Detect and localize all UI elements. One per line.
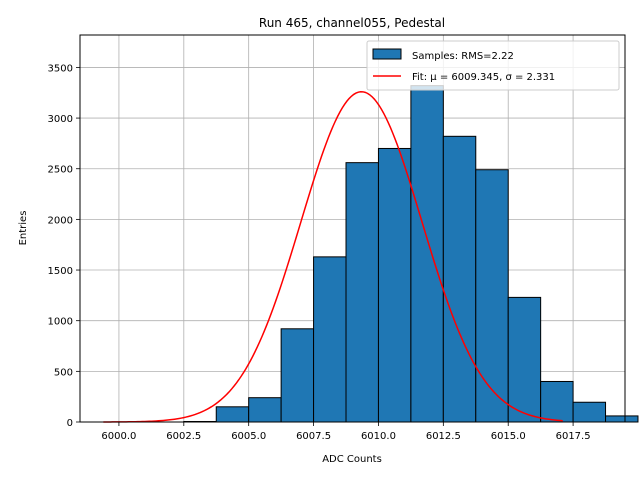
y-tick-label: 500 — [54, 367, 73, 378]
y-tick-label: 1000 — [48, 317, 73, 328]
histogram-bar — [507, 296, 542, 423]
histogram-bar — [345, 162, 379, 423]
histogram-bar — [572, 401, 607, 423]
x-axis-ticks: 6000.0 6002.5 6005.0 6007.5 6010.0 6012.5 6015… — [101, 422, 591, 442]
histogram-bar — [540, 380, 574, 423]
chart-title: Run 465, channel055, Pedestal — [259, 16, 445, 30]
histogram-bar — [215, 406, 250, 423]
legend: Samples: RMS=2.22 Fit: μ = 6009.345, σ =… — [366, 40, 620, 91]
x-tick-label: 6007.5 — [296, 431, 331, 442]
histogram-bars — [183, 85, 639, 423]
histogram-bar — [313, 256, 347, 423]
plot-frame — [79, 34, 626, 423]
legend-histogram-label: Samples: RMS=2.22 — [412, 51, 514, 62]
histogram-bar — [605, 415, 639, 423]
histogram-bar — [377, 147, 412, 423]
histogram-bar — [410, 85, 444, 423]
y-tick-label: 1500 — [48, 266, 73, 277]
x-tick-label: 6015.0 — [491, 431, 526, 442]
x-tick-label: 6005.0 — [231, 431, 266, 442]
legend-fit-label: Fit: μ = 6009.345, σ = 2.331 — [412, 72, 555, 83]
legend-box — [366, 40, 620, 91]
y-tick-label: 3500 — [48, 63, 73, 74]
x-axis-label: ADC Counts — [322, 454, 382, 465]
x-tick-label: 6012.5 — [426, 431, 461, 442]
y-axis-label: Entries — [18, 211, 29, 246]
histogram-bar — [475, 169, 509, 423]
y-tick-label: 2500 — [48, 165, 73, 176]
y-axis-ticks: 0 500 1000 1500 2000 2500 3000 3500 — [48, 63, 80, 429]
x-tick-label: 6000.0 — [101, 431, 136, 442]
legend-histogram-swatch — [372, 48, 402, 60]
histogram-bar — [248, 397, 282, 423]
x-tick-label: 6017.5 — [556, 431, 591, 442]
y-tick-label: 0 — [67, 418, 73, 429]
histogram-bar — [280, 328, 315, 423]
x-tick-label: 6010.0 — [361, 431, 396, 442]
x-tick-label: 6002.5 — [166, 431, 201, 442]
histogram-bar — [442, 135, 477, 423]
fit-curve — [103, 91, 563, 423]
y-tick-label: 2000 — [48, 215, 73, 226]
y-tick-label: 3000 — [48, 114, 73, 125]
